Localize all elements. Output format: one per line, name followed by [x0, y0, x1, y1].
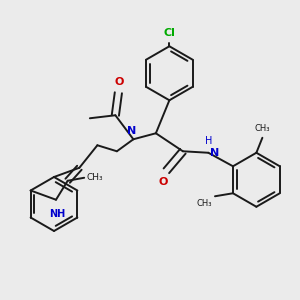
Text: CH₃: CH₃: [255, 124, 270, 133]
Text: CH₃: CH₃: [196, 199, 212, 208]
Text: Cl: Cl: [164, 28, 175, 38]
Text: CH₃: CH₃: [87, 173, 103, 182]
Text: N: N: [210, 148, 219, 158]
Text: H: H: [205, 136, 212, 146]
Text: NH: NH: [50, 209, 66, 219]
Text: N: N: [127, 126, 136, 136]
Text: O: O: [114, 77, 124, 87]
Text: O: O: [159, 177, 168, 187]
